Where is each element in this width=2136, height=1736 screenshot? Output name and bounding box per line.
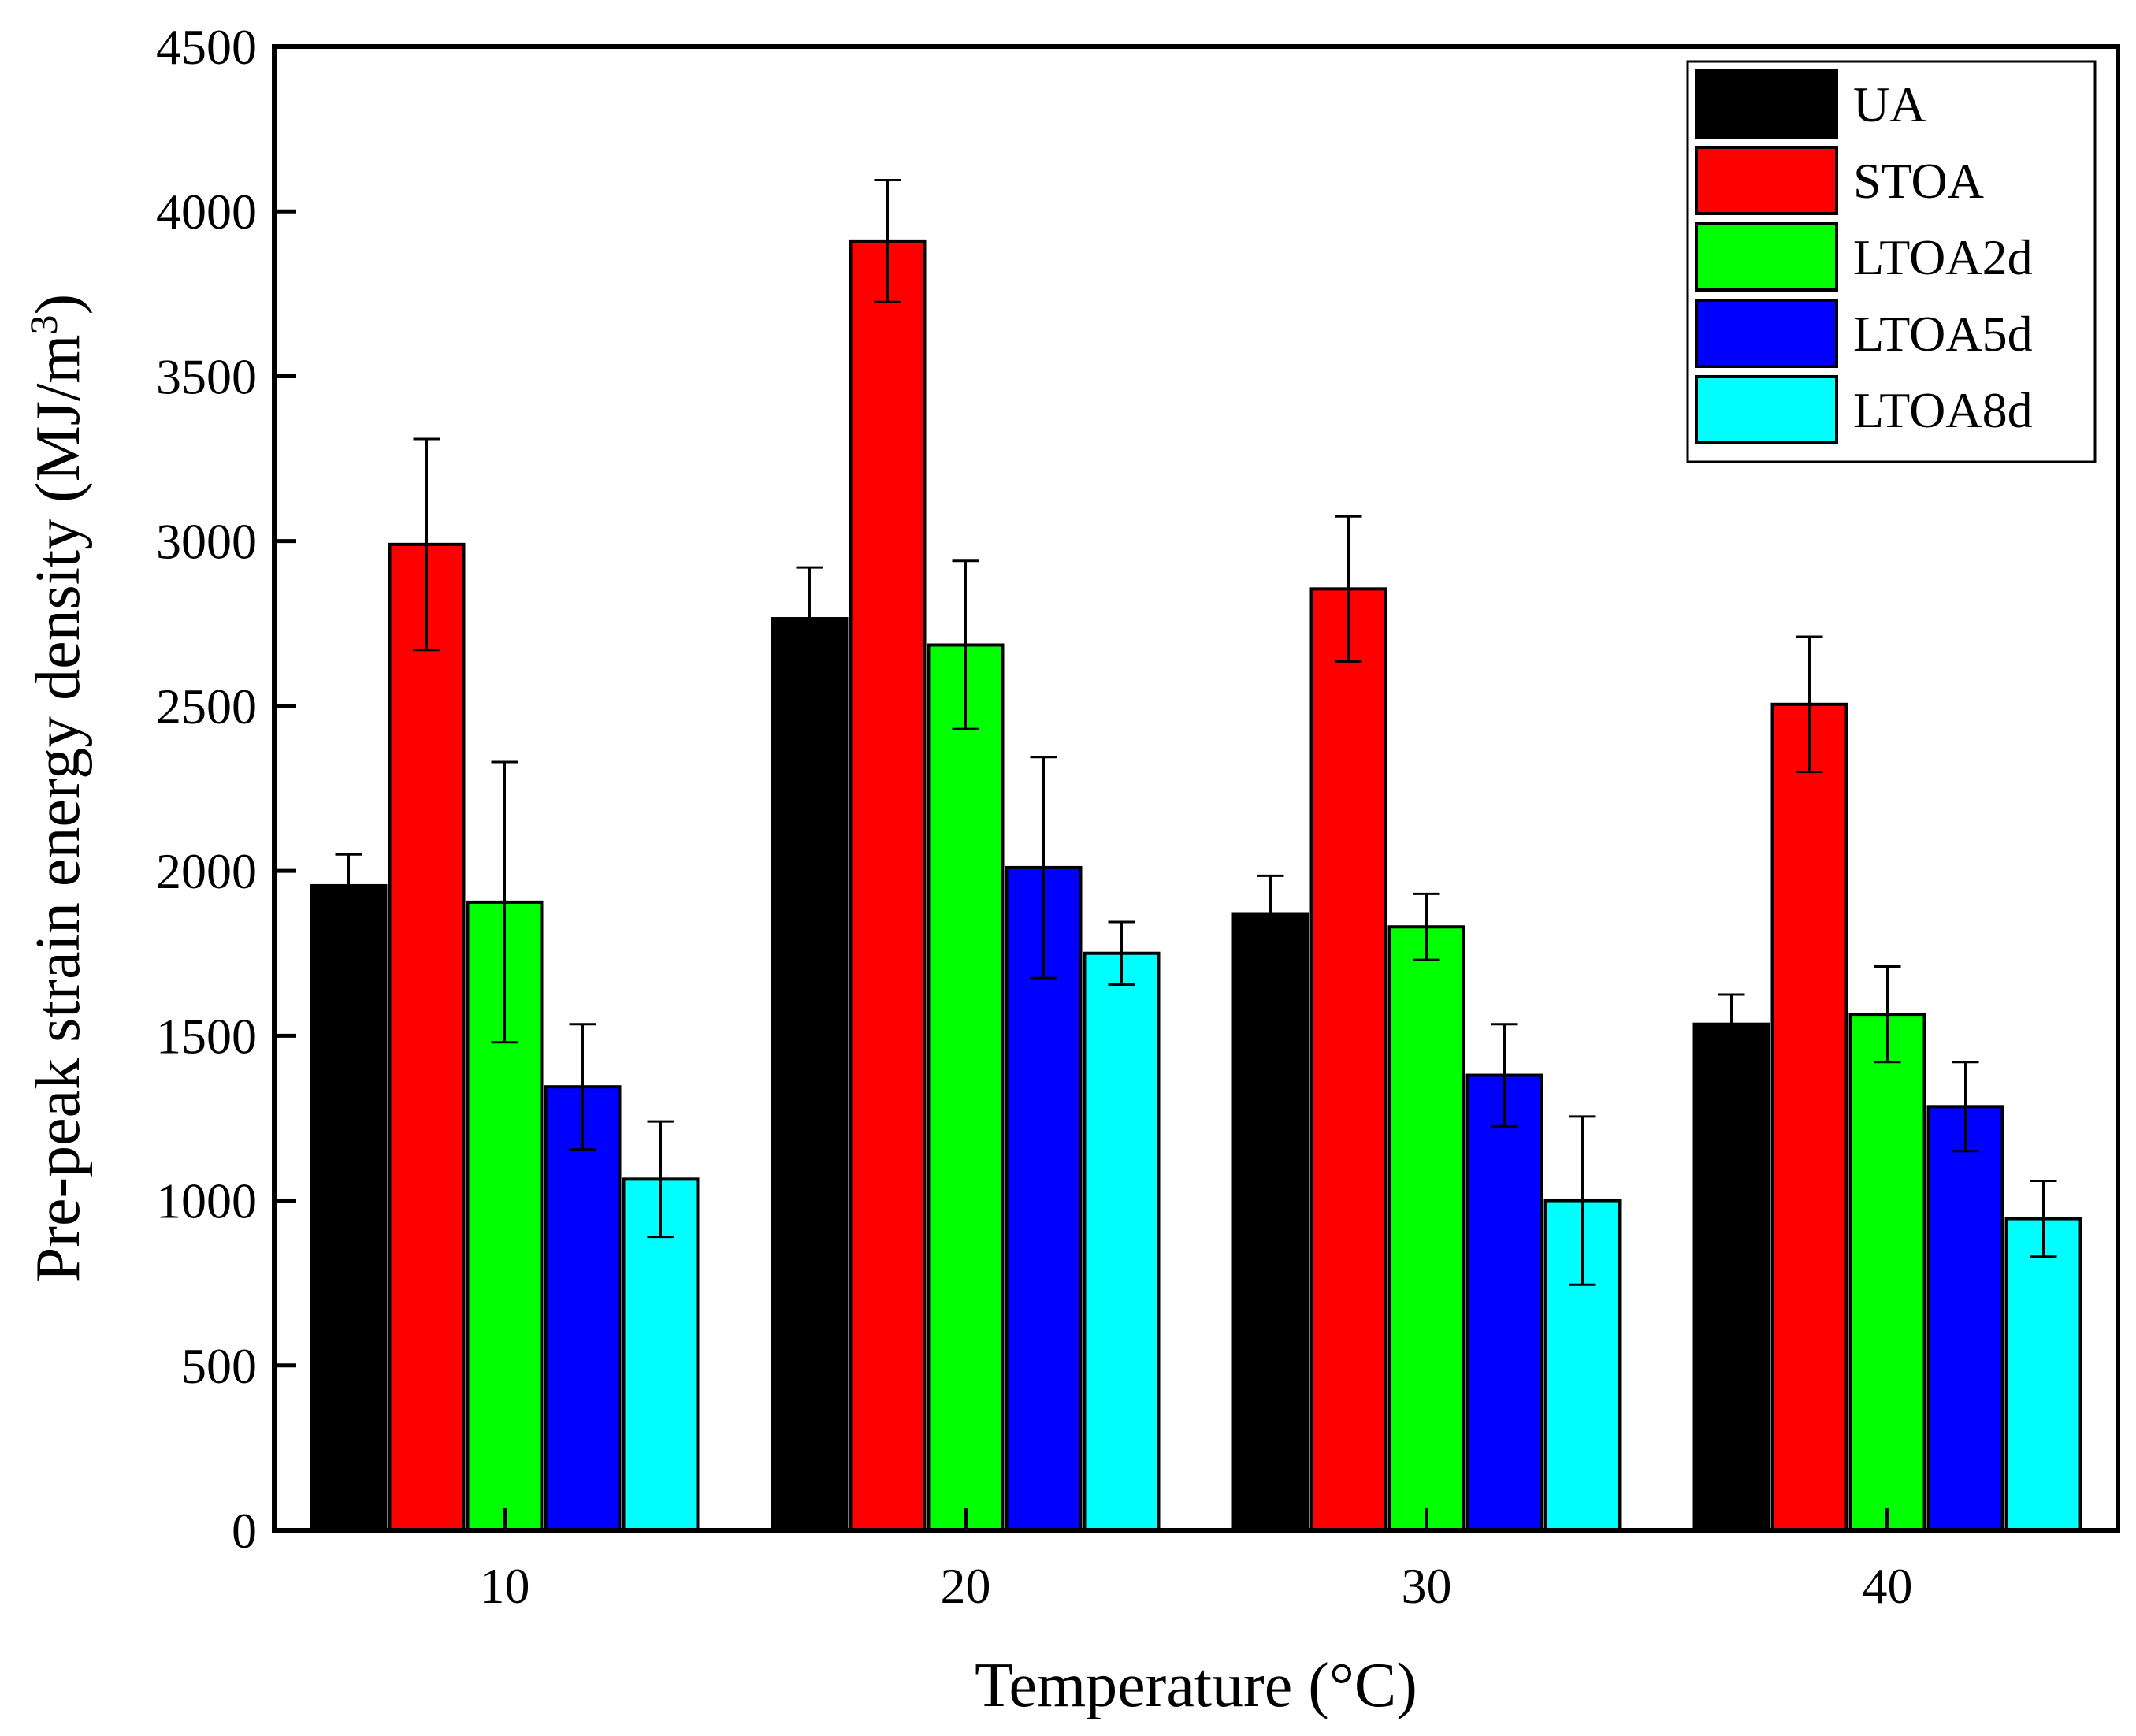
y-axis-title-close: )	[24, 294, 93, 315]
y-tick-label: 4000	[156, 184, 257, 240]
y-tick-label: 1500	[156, 1008, 257, 1064]
x-axis-title: Temperature (°C)	[975, 1651, 1417, 1720]
bar	[1692, 1022, 1770, 1532]
y-axis-title-superscript: 3	[21, 314, 65, 334]
y-axis-title-main: Pre-peak strain energy density (MJ/m	[24, 334, 93, 1282]
x-tick-label: 40	[1863, 1558, 1913, 1614]
bar	[1848, 1013, 1926, 1532]
y-tick-label: 2000	[156, 843, 257, 899]
bar	[544, 1085, 622, 1533]
y-tick-label: 3500	[156, 348, 257, 404]
bar	[927, 643, 1005, 1532]
plot-frame	[272, 44, 2120, 1533]
bar	[1465, 1073, 1543, 1532]
bar	[1926, 1105, 2004, 1532]
legend-label: STOA	[1853, 153, 1984, 209]
y-axis-title: Pre-peak strain energy density (MJ/m3)	[21, 294, 93, 1282]
y-tick-label: 2500	[156, 678, 257, 734]
bar	[1231, 912, 1309, 1532]
bar	[1770, 702, 1848, 1533]
legend-label: LTOA5d	[1853, 306, 2033, 362]
bar	[1309, 587, 1387, 1533]
y-tick-label: 3000	[156, 514, 257, 570]
y-tick-label: 0	[232, 1503, 257, 1559]
bar	[2004, 1217, 2082, 1532]
error-bars-layer	[335, 178, 2057, 1286]
legend-label: LTOA8d	[1853, 382, 2033, 438]
legend: UA STOA LTOA2d LTOA5d LTOA8d	[1686, 60, 2097, 463]
x-tick-label: 10	[480, 1558, 530, 1614]
legend-swatch	[1695, 299, 1838, 368]
legend-swatch	[1695, 222, 1838, 292]
legend-label: UA	[1853, 76, 1926, 132]
bar	[849, 239, 927, 1533]
bar	[310, 883, 388, 1533]
y-tick-label: 1000	[156, 1173, 257, 1229]
y-tick-label: 4500	[156, 19, 257, 75]
bar	[771, 617, 849, 1532]
bar	[388, 542, 466, 1533]
bar	[1083, 951, 1161, 1532]
x-tick-label: 20	[941, 1558, 991, 1614]
legend-swatch	[1695, 375, 1838, 444]
bar	[1387, 925, 1465, 1533]
x-tick-label: 30	[1402, 1558, 1452, 1614]
x-axis: 10 20 30 40	[480, 1508, 1913, 1614]
legend-swatch	[1695, 146, 1838, 215]
y-axis: 0 500 1000 1500 2000 2500 3000 3500 4000 4500	[156, 19, 296, 1559]
legend-swatch	[1695, 69, 1838, 139]
legend-label: LTOA2d	[1853, 229, 2033, 285]
y-tick-label: 500	[181, 1338, 257, 1394]
